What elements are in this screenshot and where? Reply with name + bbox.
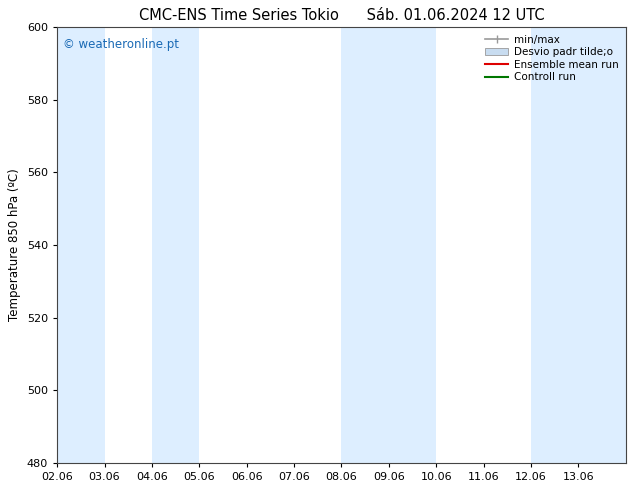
Y-axis label: Temperature 850 hPa (ºC): Temperature 850 hPa (ºC) [8,169,22,321]
Bar [57,27,105,463]
Text: © weatheronline.pt: © weatheronline.pt [63,38,179,51]
Legend: min/max, Desvio padr tilde;o, Ensemble mean run, Controll run: min/max, Desvio padr tilde;o, Ensemble m… [483,32,621,84]
Bar [531,27,626,463]
Title: CMC-ENS Time Series Tokio      Sáb. 01.06.2024 12 UTC: CMC-ENS Time Series Tokio Sáb. 01.06.202… [139,8,544,24]
Bar [342,27,436,463]
Bar [152,27,199,463]
